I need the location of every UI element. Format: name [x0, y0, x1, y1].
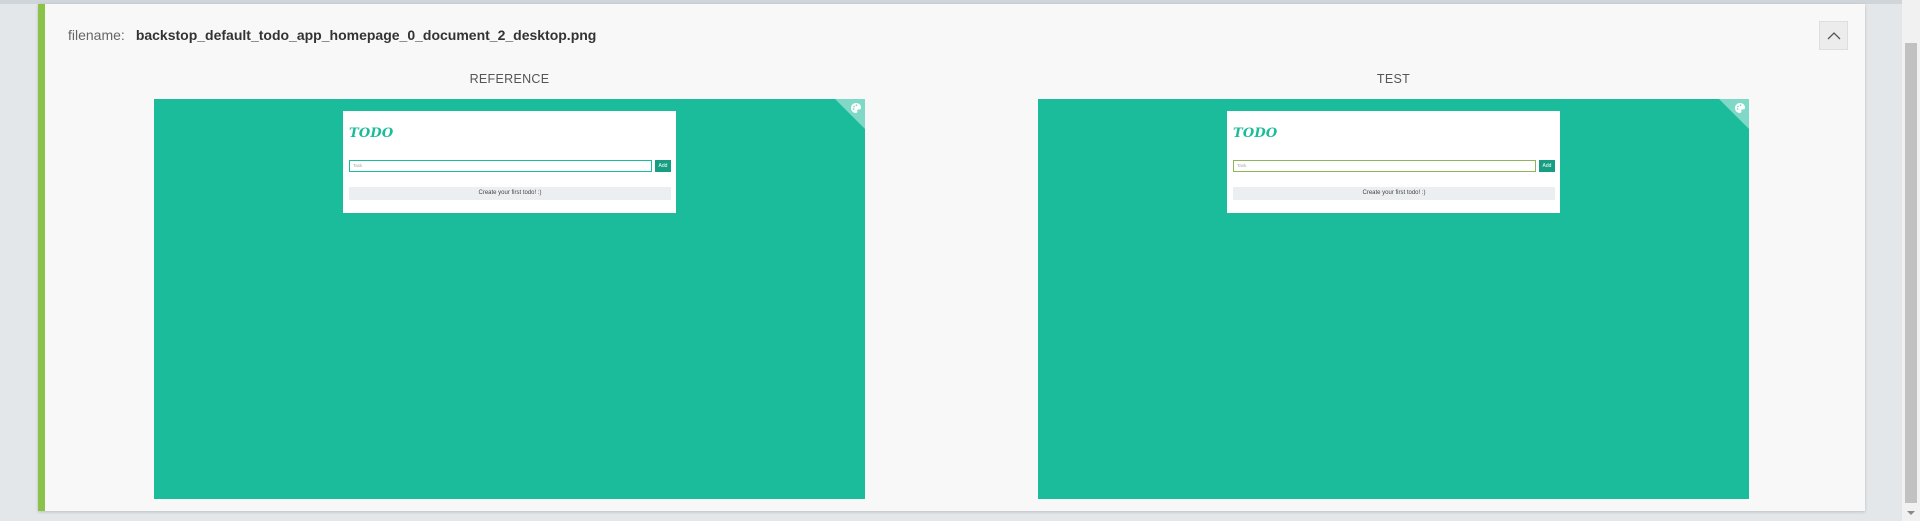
scrollbar-thumb[interactable] — [1905, 43, 1917, 503]
task-input: Task — [1233, 160, 1536, 172]
chevron-up-icon — [1827, 31, 1840, 39]
test-result-card: filename: backstop_default_todo_app_home… — [38, 4, 1865, 511]
todo-logo: TODO — [1233, 126, 1278, 141]
todo-app-panel: TODO Task Add Create your first todo! :) — [343, 111, 676, 213]
add-button: Add — [655, 160, 671, 172]
reference-label: REFERENCE — [469, 72, 550, 86]
add-button: Add — [1539, 160, 1555, 172]
paint-palette-icon — [851, 103, 861, 113]
empty-todo-message: Create your first todo! :) — [349, 187, 671, 200]
task-input: Task — [349, 160, 652, 172]
vertical-scrollbar[interactable] — [1902, 0, 1920, 521]
filename-value: backstop_default_todo_app_homepage_0_doc… — [135, 27, 597, 43]
filename-label: filename: — [68, 27, 125, 43]
test-label: TEST — [1376, 72, 1411, 86]
reference-screenshot[interactable]: TODO Task Add Create your first todo! :) — [154, 99, 865, 499]
paint-palette-icon — [1735, 103, 1745, 113]
collapse-button[interactable] — [1819, 21, 1848, 50]
corner-ribbon — [1719, 99, 1749, 129]
todo-app-panel: TODO Task Add Create your first todo! :) — [1227, 111, 1560, 213]
filename-row: filename: backstop_default_todo_app_home… — [68, 23, 596, 47]
pass-status-bar — [38, 4, 45, 511]
test-screenshot[interactable]: TODO Task Add Create your first todo! :) — [1038, 99, 1749, 499]
todo-logo: TODO — [349, 126, 394, 141]
corner-ribbon — [835, 99, 865, 129]
scroll-down-arrow-icon[interactable] — [1907, 511, 1915, 515]
top-edge — [0, 0, 1902, 4]
empty-todo-message: Create your first todo! :) — [1233, 187, 1555, 200]
